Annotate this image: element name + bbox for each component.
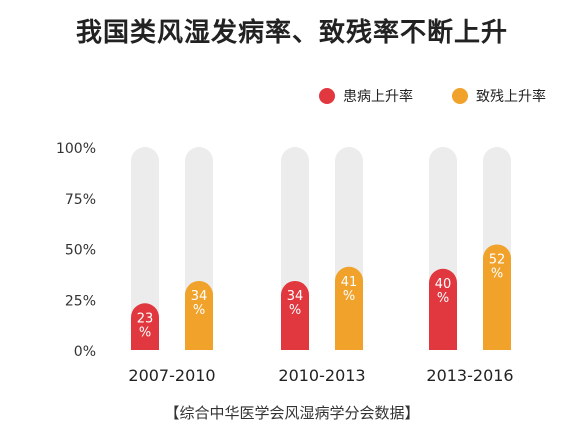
bar <box>335 266 363 350</box>
x-tick-label: 2013-2016 <box>426 366 513 385</box>
data-label: 34% <box>287 289 304 318</box>
data-label: 34% <box>191 289 208 318</box>
bar <box>483 244 511 350</box>
bar-track <box>131 147 159 350</box>
x-tick-label: 2010-2013 <box>278 366 365 385</box>
bar <box>131 303 159 350</box>
data-label: 52% <box>489 252 506 281</box>
legend-swatch <box>319 88 335 104</box>
data-label: 40% <box>435 277 452 306</box>
y-tick-label: 50% <box>65 243 96 259</box>
data-label: 23% <box>137 311 154 340</box>
y-tick-label: 100% <box>56 141 96 157</box>
page-title: 我国类风湿发病率、致残率不断上升 <box>75 18 508 48</box>
y-tick-label: 25% <box>65 293 96 309</box>
x-tick-label: 2007-2010 <box>128 366 215 385</box>
legend-label: 患病上升率 <box>343 88 413 105</box>
bar <box>185 280 213 350</box>
y-tick-label: 75% <box>65 192 96 208</box>
bar <box>429 268 457 350</box>
legend-label: 致残上升率 <box>476 88 546 105</box>
source-note: 【综合中华医学会风湿病学分会数据】 <box>164 404 420 422</box>
bar <box>281 280 309 350</box>
legend-swatch <box>452 88 468 104</box>
data-label: 41% <box>341 275 358 304</box>
y-tick-label: 0% <box>74 344 96 360</box>
